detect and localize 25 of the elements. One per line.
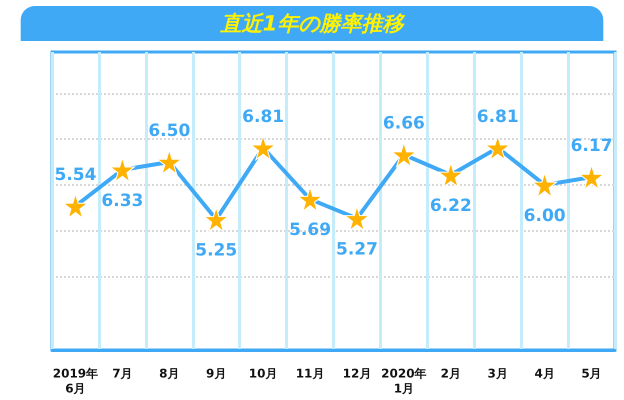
x-tick-label: 3月: [488, 366, 508, 380]
data-label: 5.27: [336, 239, 378, 260]
data-label: 6.66: [382, 114, 425, 134]
x-tick-label: 9月: [206, 366, 226, 380]
x-tick-label: 2020年 1月: [381, 366, 427, 396]
x-tick-label: 8月: [159, 366, 180, 380]
data-label: 6.17: [570, 136, 613, 156]
data-label: 6.22: [430, 196, 472, 216]
data-label: 5.25: [195, 240, 238, 260]
data-label: 6.81: [476, 106, 519, 127]
x-tick-label: 12月: [342, 366, 372, 380]
x-tick-label: 2月: [440, 366, 461, 380]
x-tick-label: 7月: [112, 366, 133, 380]
data-label: 6.33: [101, 190, 144, 211]
data-label: 6.50: [148, 121, 190, 142]
data-label: 6.81: [242, 106, 284, 127]
data-label: 6.00: [524, 206, 566, 226]
chart-title: 直近1年の勝率推移: [220, 12, 406, 36]
x-tick-label: 4月: [534, 366, 555, 380]
x-tick-label: 10月: [248, 366, 278, 380]
x-tick-label: 2019年 6月: [52, 366, 98, 396]
x-tick-label: 11月: [296, 366, 324, 380]
data-label: 5.54: [54, 165, 97, 186]
x-tick-label: 5月: [581, 366, 602, 380]
data-label: 5.69: [289, 220, 332, 240]
